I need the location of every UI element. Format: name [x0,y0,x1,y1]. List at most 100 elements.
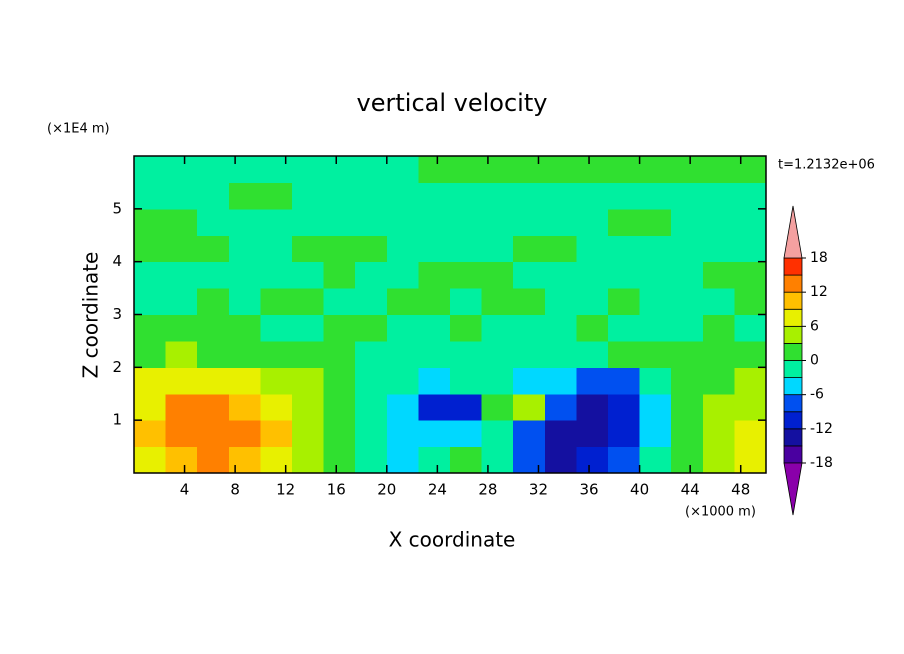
colorbar-label: 6 [810,318,819,334]
contour-cell [639,393,672,421]
contour-cell [260,340,293,368]
contour-cell [260,182,293,210]
contour-cell [418,340,451,368]
contour-cell [481,393,514,421]
contour-cell [513,261,546,289]
contour-cell [134,446,167,474]
contour-cell [671,261,704,289]
contour-cell [165,393,198,421]
contour-cell [260,314,293,342]
annotation: t=1.2132e+06 [778,158,875,173]
contour-cell [355,314,388,342]
x-tick-label: 8 [230,481,240,499]
contour-cell [418,235,451,263]
contour-cell [734,156,767,183]
contour-cell [323,261,356,289]
contour-cell [134,235,167,263]
contour-cell [292,446,325,474]
contour-cell [450,446,483,474]
chart-title: vertical velocity [357,89,548,117]
y-tick-label: 5 [112,199,122,217]
contour-cell [197,182,230,210]
contour-cell [134,393,167,421]
contour-cell [671,314,704,342]
x-tick-label: 36 [579,481,598,499]
contour-cell [355,420,388,448]
y-tick-label: 4 [112,252,122,270]
contour-cell [386,420,419,448]
contour-cell [292,208,325,236]
contour-cell [576,420,609,448]
x-tick-label: 12 [276,481,295,499]
x-tick-label: 20 [377,481,396,499]
contour-cell [639,208,672,236]
contour-cell [323,420,356,448]
contour-cell [450,393,483,421]
contour-cell [576,156,609,183]
contour-cell [639,367,672,395]
contour-cell [355,182,388,210]
contour-cell [386,393,419,421]
contour-cell [450,340,483,368]
contour-cell [450,208,483,236]
contour-cell [576,393,609,421]
colorbar-box [783,325,803,344]
contour-cell [418,182,451,210]
contour-cell [544,156,577,183]
x-tick-label: 48 [731,481,750,499]
contour-cell [481,367,514,395]
contour-cell [228,367,261,395]
contour-cell [608,156,641,183]
contour-cell [639,340,672,368]
contour-cell [608,261,641,289]
contour-cell [450,420,483,448]
colorbar-arrow-low [783,462,803,516]
contour-cell [355,261,388,289]
contour-cell [639,182,672,210]
contour-cell [228,156,261,183]
colorbar-box [783,343,803,361]
contour-cell [386,208,419,236]
contour-cell [702,261,735,289]
contour-cell [671,235,704,263]
contour-cell [165,420,198,448]
contour-cell [513,156,546,183]
contour-cell [323,235,356,263]
contour-cell [292,235,325,263]
contour-cell [197,420,230,448]
contour-cell [481,235,514,263]
contour-cell [418,420,451,448]
contour-cell [134,288,167,315]
colorbar-box [783,411,803,430]
contour-cell [450,261,483,289]
x-axis-label: X coordinate [389,528,516,552]
contour-cell [228,446,261,474]
contour-cell [355,288,388,315]
contour-cell [260,156,293,183]
contour-cell [734,393,767,421]
contour-cell [165,156,198,183]
contour-cell [481,288,514,315]
contour-cell [355,208,388,236]
contour-cell [608,314,641,342]
contour-cell [386,446,419,474]
contour-cell [544,235,577,263]
contour-cell [734,208,767,236]
contour-cell [639,446,672,474]
contour-cell [197,208,230,236]
contour-cell [544,261,577,289]
contour-cell [450,156,483,183]
contour-cell [608,235,641,263]
contour-cell [165,340,198,368]
contour-cell [544,367,577,395]
y-axis-label: Z coordinate [79,252,103,379]
contour-cell [671,340,704,368]
contour-cell [165,208,198,236]
contour-cell [228,208,261,236]
contour-cell [134,420,167,448]
contour-cell [702,235,735,263]
contour-cell [228,261,261,289]
contour-cell [228,235,261,263]
contour-cell [260,446,293,474]
